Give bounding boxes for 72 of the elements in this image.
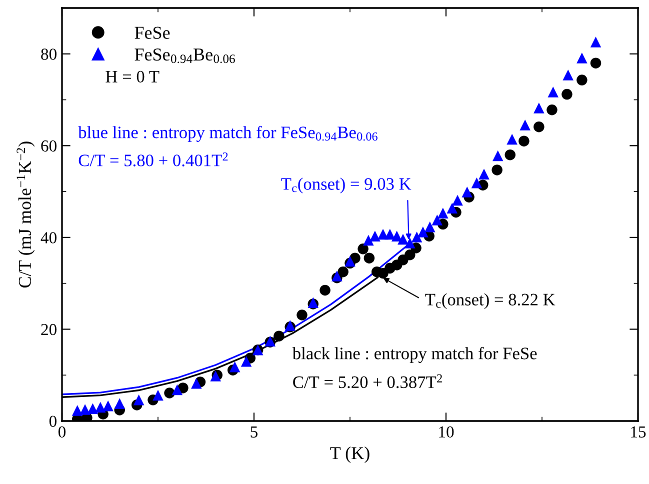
x-tick-label: 0 (58, 426, 66, 438)
point (391, 230, 402, 242)
legend-label: FeSe (134, 26, 170, 39)
point (95, 402, 106, 413)
y-axis-title: C/T (mJ mole$^{−1}$K$^{−2}$) (16, 142, 35, 288)
point (296, 310, 308, 320)
annotation: blue line : entropy match for FeSe$_{0.94}$Be$_{0.06}$ (78, 126, 378, 142)
point (411, 232, 422, 242)
point (87, 403, 98, 414)
x-tick-label: 5 (250, 426, 258, 438)
point (80, 404, 90, 415)
point (590, 58, 602, 68)
point (363, 234, 374, 246)
y-tick-label: 0 (49, 416, 57, 427)
point (424, 222, 436, 232)
y-tick-label: 40 (40, 232, 57, 244)
point (562, 88, 572, 100)
point (229, 361, 240, 372)
point (590, 36, 602, 48)
annotation: T$_{c}$(onset) = 9.03 K (281, 178, 412, 194)
point (562, 70, 574, 80)
annotation: C/T = 5.20 + 0.387T$^{2}$ (293, 374, 442, 388)
point (576, 74, 588, 86)
point (446, 202, 458, 214)
point (452, 194, 463, 206)
point (534, 121, 544, 132)
point (504, 149, 516, 160)
point (370, 230, 380, 242)
point (492, 164, 502, 176)
point (72, 405, 83, 416)
y-tick-label: 80 (41, 48, 57, 60)
y-tick-label: 20 (41, 324, 57, 336)
point (274, 330, 284, 342)
point (546, 104, 558, 116)
y-tick-label: 60 (41, 140, 57, 152)
point (404, 238, 416, 248)
x-tick-label: 10 (439, 426, 454, 438)
point (152, 390, 164, 401)
legend-label: FeSe$_{0.94}$Be$_{0.06}$ (134, 48, 235, 64)
point (384, 228, 396, 240)
point (172, 384, 183, 396)
point (364, 252, 375, 264)
point (164, 388, 175, 398)
point (404, 250, 416, 260)
x-axis-title: T (K) (330, 446, 370, 463)
annotation: black line : entropy match for FeSe (292, 346, 537, 363)
point (191, 378, 202, 389)
point (418, 226, 428, 238)
point (576, 52, 588, 64)
point (358, 244, 368, 254)
annotation: C/T = 5.80 + 0.401T$^{2}$ (78, 152, 228, 166)
point (398, 234, 408, 245)
point (462, 186, 472, 198)
point (114, 398, 125, 409)
point (133, 394, 144, 406)
point (478, 168, 490, 180)
point (240, 356, 252, 367)
point (320, 284, 330, 296)
point (102, 400, 114, 412)
point (520, 120, 530, 130)
point (506, 134, 518, 145)
point (438, 208, 448, 219)
x-tick-label: 15 (631, 426, 646, 438)
point (432, 214, 443, 226)
point (518, 136, 530, 146)
annotation: H = 0 T (106, 70, 160, 83)
point (492, 150, 504, 162)
point (534, 102, 544, 114)
annotation: T$_{c}$(onset) = 8.22 K (425, 293, 556, 309)
point (548, 86, 559, 98)
point (338, 266, 348, 278)
point (471, 177, 482, 188)
